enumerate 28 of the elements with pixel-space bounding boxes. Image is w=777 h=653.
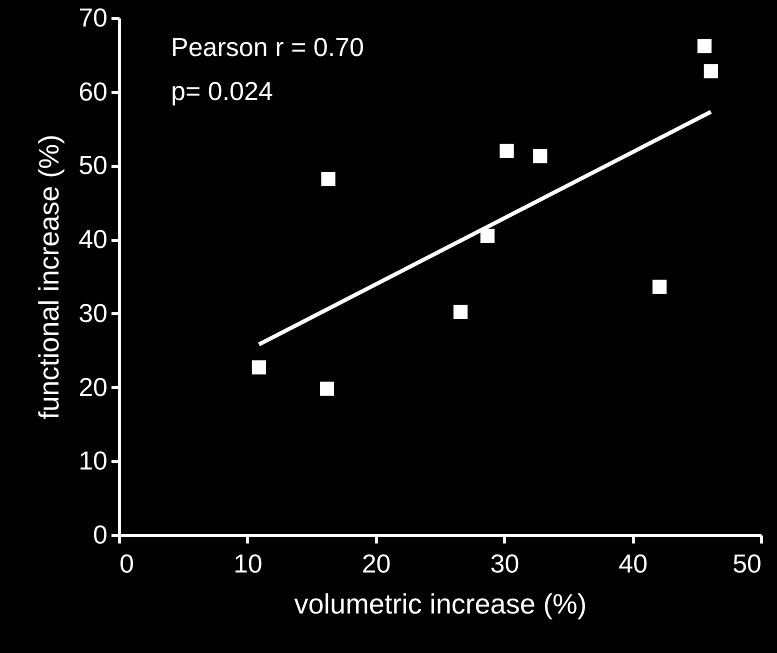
x-axis-title: volumetric increase (%)	[294, 588, 587, 620]
x-tick-label: 40	[618, 548, 648, 578]
point	[533, 149, 548, 164]
x-tick-label: 50	[732, 548, 762, 578]
y-tick-label: 20	[78, 372, 108, 402]
annotation: Pearson r = 0.70	[171, 32, 364, 62]
point	[252, 360, 266, 374]
y-tick-label: 70	[78, 2, 108, 32]
point	[453, 304, 468, 320]
y-tick-label: 60	[78, 76, 108, 106]
point	[321, 172, 336, 186]
point	[652, 280, 667, 294]
point	[320, 382, 334, 396]
x-tick-label: 10	[233, 548, 262, 578]
point	[704, 64, 718, 78]
y-axis-title: functional increase (%)	[34, 134, 65, 420]
y-tick-label: 50	[78, 150, 108, 180]
y-tick-label: 30	[78, 298, 108, 328]
point	[480, 228, 495, 243]
y-tick-label: 40	[78, 224, 108, 254]
point	[697, 38, 712, 54]
point	[500, 144, 514, 158]
x-tick-label: 20	[362, 548, 391, 578]
y-tick-label: 0	[93, 520, 108, 550]
annotation: p= 0.024	[171, 76, 273, 106]
x-tick-label: 30	[490, 548, 520, 578]
y-tick-label: 10	[78, 446, 108, 476]
x-tick-label: 0	[120, 548, 134, 578]
